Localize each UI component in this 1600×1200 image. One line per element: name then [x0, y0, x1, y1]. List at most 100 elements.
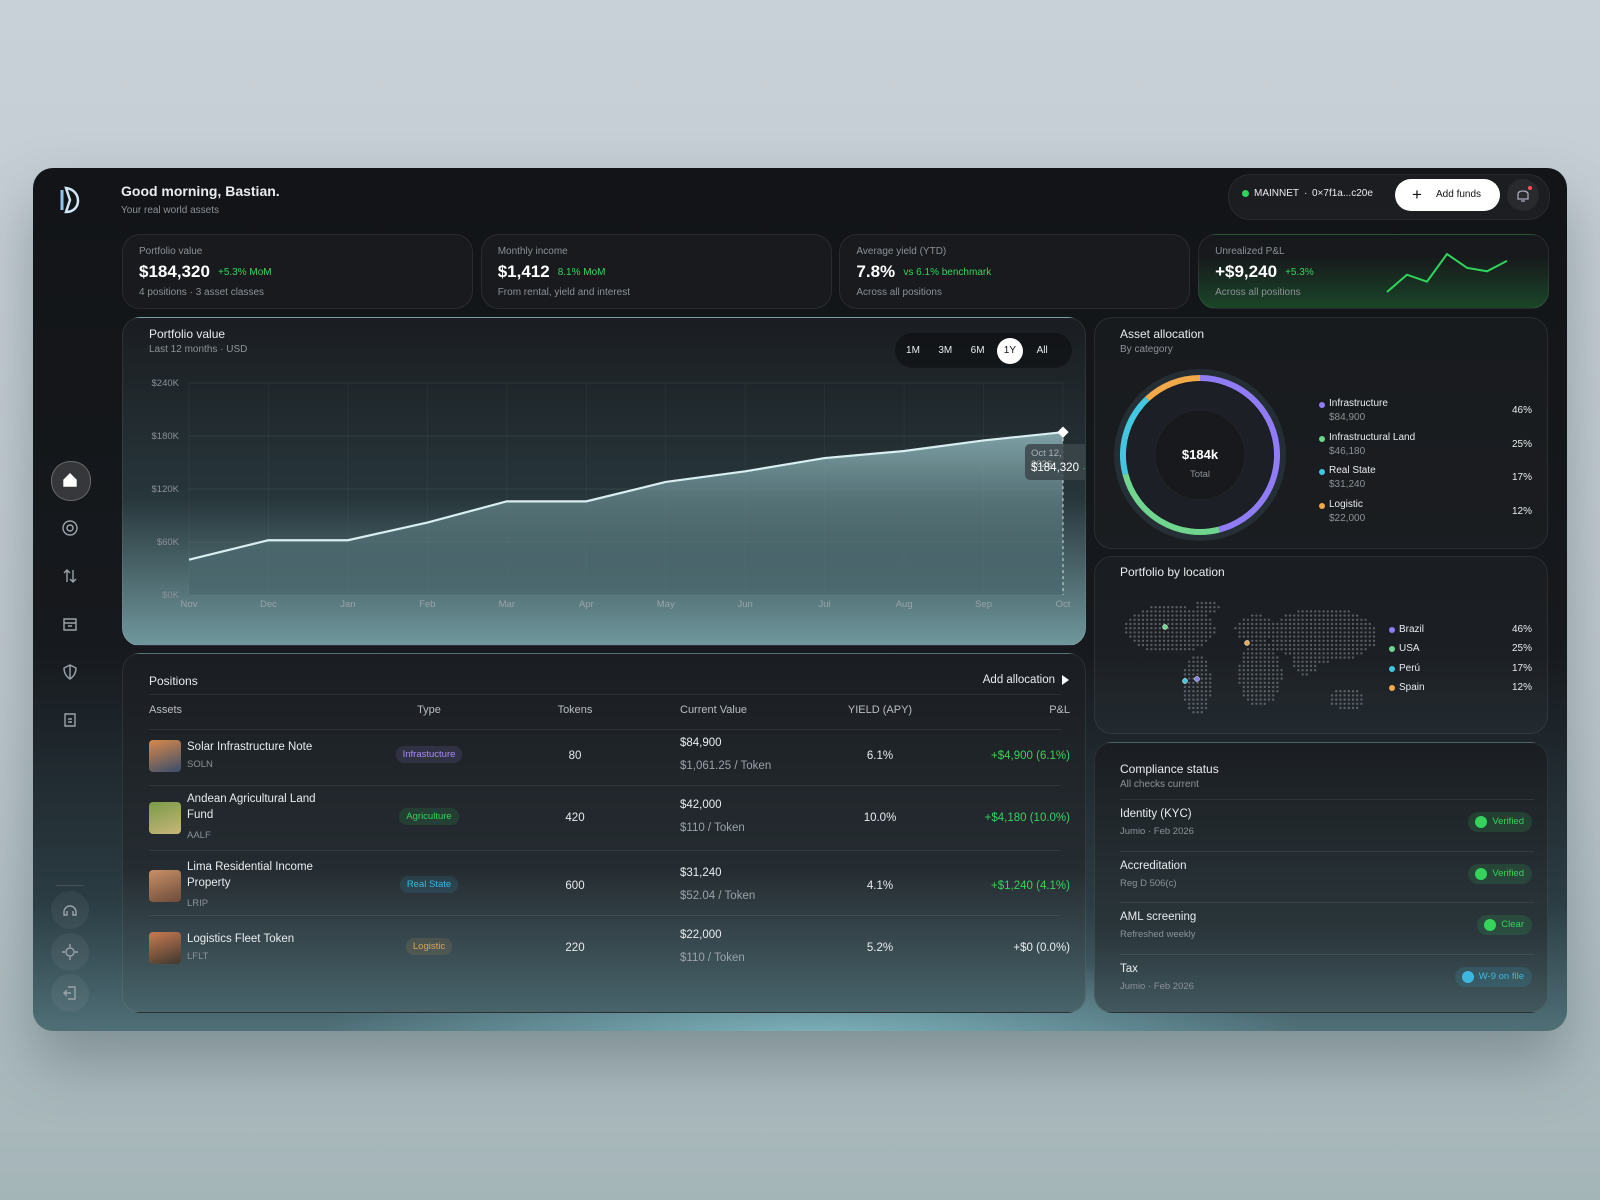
map-dot [1242, 681, 1245, 684]
map-dot [1368, 643, 1371, 647]
map-dot [1255, 627, 1258, 630]
wallet[interactable]: 0×7f1a...c20e [1312, 188, 1373, 199]
map-dot [1179, 610, 1182, 613]
map-dot [1192, 694, 1195, 697]
map-dot [1200, 601, 1203, 605]
map-dot [1280, 643, 1283, 647]
map-dot [1238, 669, 1241, 672]
legend-dot [1389, 665, 1395, 672]
map-dot [1200, 614, 1203, 617]
map-dot [1150, 635, 1153, 638]
map-dot [1360, 698, 1363, 701]
portfolio-chart-card: $0K $60K $120K $180K $240K Nov Dec Jan Feb Mar Apr… [122, 317, 1086, 646]
map-dot [1209, 685, 1212, 689]
map-dot [1141, 622, 1145, 626]
current-value: $22,000 [680, 929, 722, 941]
range-option[interactable]: 6M [970, 345, 985, 356]
allocation-title: Asset allocation [1120, 327, 1205, 341]
map-dot [1309, 643, 1313, 647]
map-dot [1343, 656, 1346, 659]
map-dot [1314, 618, 1317, 621]
map-dot [1356, 635, 1359, 638]
map-dot [1196, 614, 1199, 617]
notifications-button[interactable] [1507, 179, 1539, 211]
map-dot [1326, 643, 1329, 647]
map-dot [1322, 643, 1325, 647]
map-dot [1351, 706, 1355, 710]
add-funds-button[interactable] [1395, 179, 1500, 211]
legend-name: Spain [1399, 681, 1425, 693]
map-dot [1284, 648, 1287, 651]
kpi-change: +5.3% MoM [218, 267, 272, 278]
map-dot [1339, 706, 1342, 710]
map-dot [1351, 639, 1355, 642]
map-dot [1255, 635, 1258, 638]
map-dot [1251, 614, 1254, 617]
range-option[interactable]: All [1036, 345, 1048, 356]
map-dot [1364, 627, 1367, 630]
map-dot [1267, 656, 1271, 659]
legend-name: Infrastructural Land [1329, 431, 1416, 443]
map-dot [1246, 618, 1250, 621]
map-dot [1259, 618, 1262, 621]
map-dot [1301, 639, 1304, 642]
map-dot [1200, 660, 1203, 663]
map-dot [1251, 622, 1254, 626]
map-dot [1192, 643, 1195, 647]
row-rule [1120, 953, 1534, 955]
map-dot [1141, 643, 1145, 647]
map-dot [1343, 690, 1346, 693]
range-option[interactable]: 3M [938, 345, 953, 356]
asset-name: Logistics Fleet Token [187, 933, 295, 945]
map-dot [1167, 606, 1170, 609]
map-dot [1125, 627, 1128, 630]
check-name: AML screening [1120, 911, 1197, 923]
map-dot [1272, 652, 1275, 655]
map-dot [1293, 627, 1296, 630]
map-dot [1314, 631, 1317, 634]
map-dot [1322, 618, 1325, 621]
map-dot [1276, 677, 1279, 680]
map-dot [1267, 673, 1271, 676]
map-dot [1335, 614, 1338, 617]
nav-icon [63, 473, 77, 487]
map-dot [1318, 614, 1321, 617]
map-dot [1179, 643, 1182, 647]
map-dot [1158, 627, 1161, 630]
legend-percent: 17% [1511, 472, 1532, 484]
map-dot [1255, 677, 1258, 680]
map-dot [1200, 706, 1203, 710]
per-token: $110 / Token [680, 822, 745, 834]
range-option[interactable]: 1Y [1003, 345, 1016, 356]
map-dot [1141, 614, 1145, 617]
map-dot [1146, 639, 1149, 642]
nav-button[interactable] [51, 891, 89, 929]
map-dot [1175, 622, 1178, 626]
map-dot [1339, 610, 1342, 613]
map-dot [1267, 694, 1271, 697]
map-dot [1301, 631, 1304, 634]
map-dot [1339, 698, 1342, 701]
add-allocation[interactable]: Add allocation [982, 674, 1055, 686]
row-rule [1120, 850, 1534, 852]
map-dot [1167, 631, 1170, 634]
map-dot [1200, 677, 1203, 680]
map-dot [1259, 673, 1262, 676]
map-dot [1158, 622, 1161, 626]
map-dot [1255, 669, 1258, 672]
separator: · [1304, 188, 1308, 199]
map-dot [1238, 673, 1241, 676]
range-active[interactable] [996, 338, 1023, 364]
map-dot [1360, 627, 1363, 630]
add-funds-label[interactable]: Add funds [1436, 189, 1482, 200]
map-dot [1339, 690, 1342, 693]
map-dot [1335, 610, 1338, 613]
map-dot [1339, 643, 1342, 647]
map-dot [1305, 673, 1308, 676]
range-option[interactable]: 1M [906, 345, 920, 356]
row-rule [1120, 902, 1534, 903]
map-dot [1242, 652, 1245, 655]
map-dot [1196, 681, 1199, 684]
nav-button[interactable] [51, 933, 89, 971]
map-dot [1351, 618, 1355, 621]
